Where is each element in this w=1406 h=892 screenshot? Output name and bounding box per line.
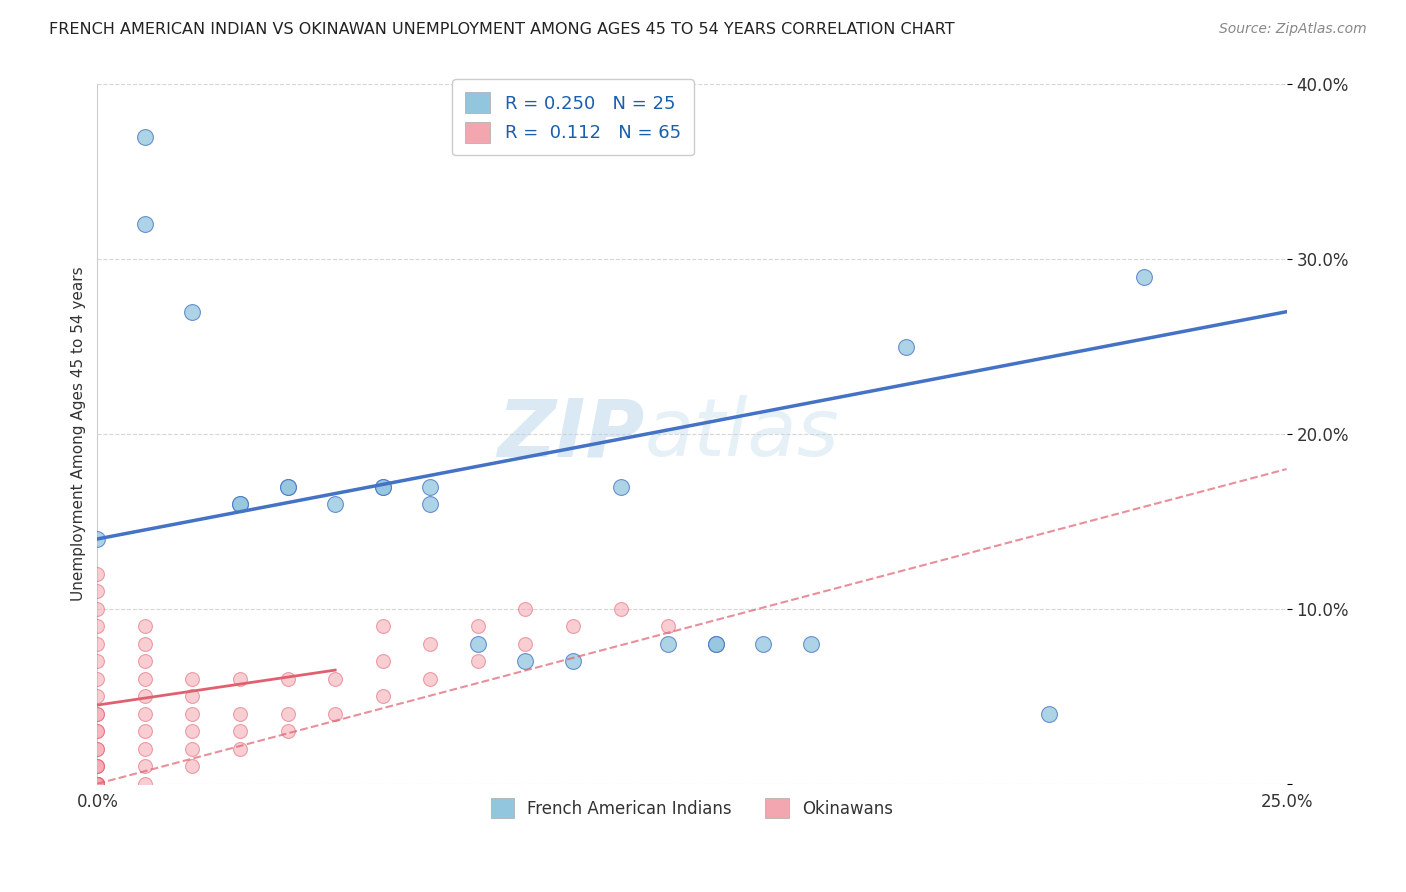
Point: [86, 777, 108, 791]
Point: [894, 340, 917, 354]
Point: [86, 706, 108, 721]
Point: [229, 724, 252, 739]
Y-axis label: Unemployment Among Ages 45 to 54 years: Unemployment Among Ages 45 to 54 years: [72, 267, 86, 601]
Point: [86, 741, 108, 756]
Point: [277, 479, 299, 493]
Point: [134, 619, 156, 633]
Text: atlas: atlas: [644, 395, 839, 473]
Point: [86, 532, 108, 546]
Point: [515, 602, 537, 616]
Point: [609, 479, 631, 493]
Point: [371, 619, 394, 633]
Point: [419, 479, 441, 493]
Point: [86, 584, 108, 599]
Point: [86, 777, 108, 791]
Point: [86, 724, 108, 739]
Point: [86, 741, 108, 756]
Point: [86, 637, 108, 651]
Point: [515, 654, 537, 668]
Point: [323, 672, 346, 686]
Point: [181, 304, 204, 318]
Point: [86, 759, 108, 773]
Point: [134, 777, 156, 791]
Point: [181, 741, 204, 756]
Point: [134, 654, 156, 668]
Point: [229, 706, 252, 721]
Point: [86, 777, 108, 791]
Point: [562, 654, 585, 668]
Point: [467, 637, 489, 651]
Point: [134, 690, 156, 704]
Point: [134, 672, 156, 686]
Point: [419, 637, 441, 651]
Point: [704, 637, 727, 651]
Point: [515, 637, 537, 651]
Point: [86, 724, 108, 739]
Text: ZIP: ZIP: [498, 395, 644, 473]
Point: [134, 637, 156, 651]
Legend: French American Indians, Okinawans: French American Indians, Okinawans: [484, 792, 900, 824]
Point: [1038, 706, 1060, 721]
Point: [86, 654, 108, 668]
Point: [229, 497, 252, 511]
Point: [277, 706, 299, 721]
Point: [86, 672, 108, 686]
Point: [371, 690, 394, 704]
Point: [181, 690, 204, 704]
Point: [86, 602, 108, 616]
Point: [134, 741, 156, 756]
Point: [323, 706, 346, 721]
Point: [86, 706, 108, 721]
Point: [419, 672, 441, 686]
Point: [609, 602, 631, 616]
Point: [562, 619, 585, 633]
Point: [229, 741, 252, 756]
Point: [134, 759, 156, 773]
Point: [277, 672, 299, 686]
Point: [86, 777, 108, 791]
Point: [323, 497, 346, 511]
Point: [86, 566, 108, 581]
Point: [134, 706, 156, 721]
Point: [181, 724, 204, 739]
Point: [86, 759, 108, 773]
Point: [467, 619, 489, 633]
Point: [752, 637, 775, 651]
Point: [86, 777, 108, 791]
Point: [657, 637, 679, 651]
Point: [134, 129, 156, 144]
Point: [704, 637, 727, 651]
Point: [134, 217, 156, 231]
Point: [181, 759, 204, 773]
Point: [86, 777, 108, 791]
Point: [371, 479, 394, 493]
Point: [86, 777, 108, 791]
Point: [134, 724, 156, 739]
Point: [657, 619, 679, 633]
Point: [86, 619, 108, 633]
Point: [419, 497, 441, 511]
Text: Source: ZipAtlas.com: Source: ZipAtlas.com: [1219, 22, 1367, 37]
Point: [181, 706, 204, 721]
Point: [800, 637, 823, 651]
Point: [86, 690, 108, 704]
Point: [181, 672, 204, 686]
Point: [277, 724, 299, 739]
Point: [371, 654, 394, 668]
Text: FRENCH AMERICAN INDIAN VS OKINAWAN UNEMPLOYMENT AMONG AGES 45 TO 54 YEARS CORREL: FRENCH AMERICAN INDIAN VS OKINAWAN UNEMP…: [49, 22, 955, 37]
Point: [371, 479, 394, 493]
Point: [1133, 269, 1156, 284]
Point: [86, 777, 108, 791]
Point: [86, 777, 108, 791]
Point: [86, 759, 108, 773]
Point: [229, 497, 252, 511]
Point: [277, 479, 299, 493]
Point: [86, 777, 108, 791]
Point: [86, 777, 108, 791]
Point: [467, 654, 489, 668]
Point: [229, 672, 252, 686]
